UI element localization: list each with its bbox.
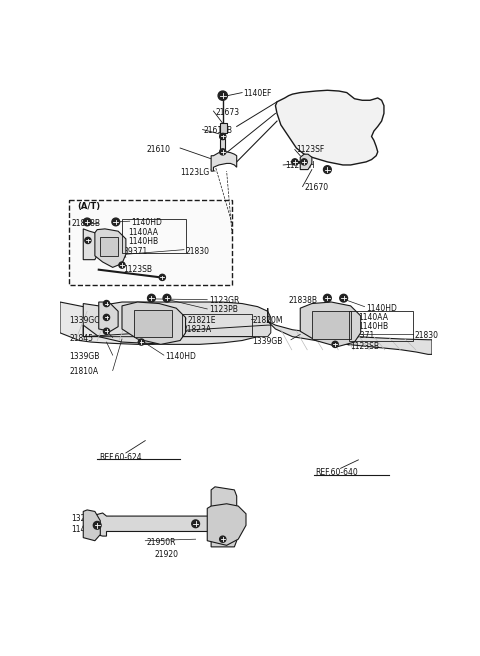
Text: REF.60-624: REF.60-624 (99, 453, 142, 462)
Text: 39371: 39371 (350, 331, 375, 340)
Text: 1339GB: 1339GB (69, 352, 100, 361)
Circle shape (324, 166, 331, 173)
Text: 1140AA: 1140AA (359, 313, 388, 322)
Text: 1123SB: 1123SB (350, 342, 380, 351)
Circle shape (159, 274, 166, 281)
Text: 39371: 39371 (123, 247, 148, 256)
Text: (A/T): (A/T) (77, 202, 100, 211)
Polygon shape (83, 229, 99, 260)
Polygon shape (211, 487, 237, 547)
Circle shape (332, 341, 338, 348)
Polygon shape (83, 302, 271, 344)
Circle shape (103, 314, 109, 321)
Text: 1140AA: 1140AA (128, 228, 158, 237)
Circle shape (163, 295, 171, 302)
Text: 21670: 21670 (304, 184, 328, 192)
Text: 1123GR: 1123GR (209, 296, 239, 305)
Text: 1339GB: 1339GB (252, 337, 283, 346)
Text: 21673: 21673 (215, 108, 239, 117)
Circle shape (220, 536, 226, 543)
Polygon shape (100, 237, 118, 256)
Text: 21845: 21845 (69, 335, 93, 343)
Text: 21838B: 21838B (288, 296, 318, 305)
Text: 1140HB: 1140HB (128, 237, 158, 247)
Text: 1140HD: 1140HD (366, 304, 397, 312)
Text: 21823A: 21823A (182, 325, 212, 334)
Polygon shape (220, 123, 227, 133)
Text: 21820M: 21820M (252, 316, 283, 325)
Text: 1140JA: 1140JA (72, 525, 98, 533)
Polygon shape (60, 302, 190, 344)
Text: 1123SH: 1123SH (285, 161, 314, 170)
Circle shape (192, 520, 200, 527)
Polygon shape (91, 513, 219, 536)
Polygon shape (220, 139, 225, 153)
Text: 1339GC: 1339GC (69, 316, 100, 325)
Text: 21950R: 21950R (147, 538, 176, 546)
Circle shape (112, 218, 120, 226)
Circle shape (83, 218, 91, 226)
Text: 1140HD: 1140HD (132, 218, 162, 227)
Text: 21838B: 21838B (72, 219, 101, 228)
Text: 21830: 21830 (186, 247, 210, 256)
Circle shape (324, 295, 331, 302)
Polygon shape (99, 302, 118, 331)
Text: 21810A: 21810A (69, 367, 98, 377)
Polygon shape (83, 510, 100, 541)
Text: 1123SB: 1123SB (123, 265, 153, 274)
Text: REF.60-640: REF.60-640 (316, 468, 359, 478)
Text: 21821E: 21821E (188, 316, 216, 325)
Circle shape (119, 262, 125, 268)
Text: 21830: 21830 (415, 331, 439, 340)
Text: 1140HD: 1140HD (166, 352, 196, 361)
Polygon shape (95, 229, 126, 268)
Text: 1140HB: 1140HB (359, 322, 388, 331)
Polygon shape (133, 310, 172, 337)
Circle shape (340, 295, 348, 302)
Circle shape (138, 339, 144, 345)
Polygon shape (83, 325, 271, 337)
Polygon shape (211, 152, 237, 171)
Text: 1140EF: 1140EF (244, 89, 272, 98)
FancyBboxPatch shape (69, 200, 232, 285)
Text: 21920: 21920 (155, 550, 179, 559)
Circle shape (93, 522, 101, 529)
Text: 21610: 21610 (147, 145, 171, 154)
Polygon shape (268, 308, 432, 354)
Circle shape (292, 159, 298, 165)
Circle shape (147, 295, 156, 302)
Polygon shape (207, 504, 246, 545)
Circle shape (301, 159, 307, 165)
Text: 21611B: 21611B (204, 127, 232, 135)
Text: 1123PB: 1123PB (209, 305, 238, 314)
Polygon shape (300, 154, 312, 170)
Circle shape (220, 149, 226, 155)
Polygon shape (122, 302, 186, 344)
Circle shape (85, 237, 91, 243)
Circle shape (103, 328, 109, 335)
Text: 1321CB: 1321CB (72, 514, 101, 523)
Circle shape (220, 133, 226, 140)
Text: 1123SF: 1123SF (296, 145, 324, 154)
Polygon shape (312, 311, 350, 339)
Polygon shape (276, 91, 384, 165)
Polygon shape (300, 302, 360, 346)
Circle shape (103, 300, 109, 306)
Text: 1123LG: 1123LG (180, 168, 209, 177)
Circle shape (218, 91, 228, 100)
